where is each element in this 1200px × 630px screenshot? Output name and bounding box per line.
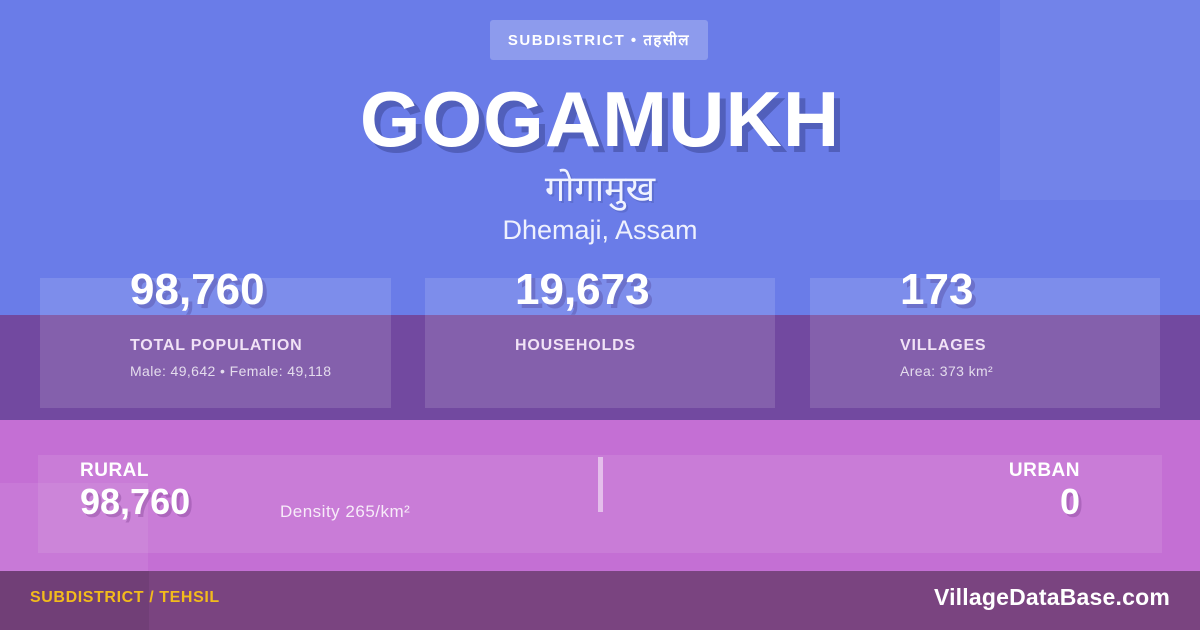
type-badge: SUBDISTRICT • तहसील <box>490 20 708 60</box>
footer-type-label: SUBDISTRICT / TEHSIL <box>30 589 220 606</box>
stat-value: 98,760 <box>130 265 265 314</box>
vertical-divider <box>598 457 603 512</box>
footer-left-shade <box>0 571 149 630</box>
footer <box>0 571 1200 630</box>
stat-label: HOUSEHOLDS <box>515 337 636 354</box>
stat-value: 173 <box>900 265 974 314</box>
density-text: Density 265/km² <box>280 502 411 521</box>
urban-label: URBAN <box>1008 460 1080 481</box>
site-name: VillageDataBase.com <box>933 584 1170 610</box>
stat-detail: Area: 373 km² <box>900 363 994 379</box>
page-title: GOGAMUKH <box>359 75 841 163</box>
location-subtitle: Dhemaji, Assam <box>502 215 698 245</box>
rural-label: RURAL <box>80 460 149 481</box>
stat-value: 19,673 <box>515 265 650 314</box>
stat-card-households: 19,673 HOUSEHOLDS <box>425 268 775 408</box>
rural-value: 98,760 <box>80 481 191 522</box>
type-badge-label: SUBDISTRICT • तहसील <box>507 32 691 49</box>
page-title-native: गोगामुख <box>544 168 656 209</box>
stat-detail: Male: 49,642 • Female: 49,118 <box>130 363 332 379</box>
urban-value: 0 <box>1059 481 1080 522</box>
stat-label: VILLAGES <box>900 337 987 354</box>
stat-card-villages: 173 VILLAGES Area: 373 km² <box>810 268 1160 408</box>
stats-band <box>0 315 1200 420</box>
stat-card-total-population: 98,760 TOTAL POPULATION Male: 49,642 • F… <box>40 268 391 408</box>
rural-urban-corner-shade <box>0 483 148 571</box>
stat-label: TOTAL POPULATION <box>130 337 303 354</box>
background-accent-rect <box>1000 0 1200 200</box>
